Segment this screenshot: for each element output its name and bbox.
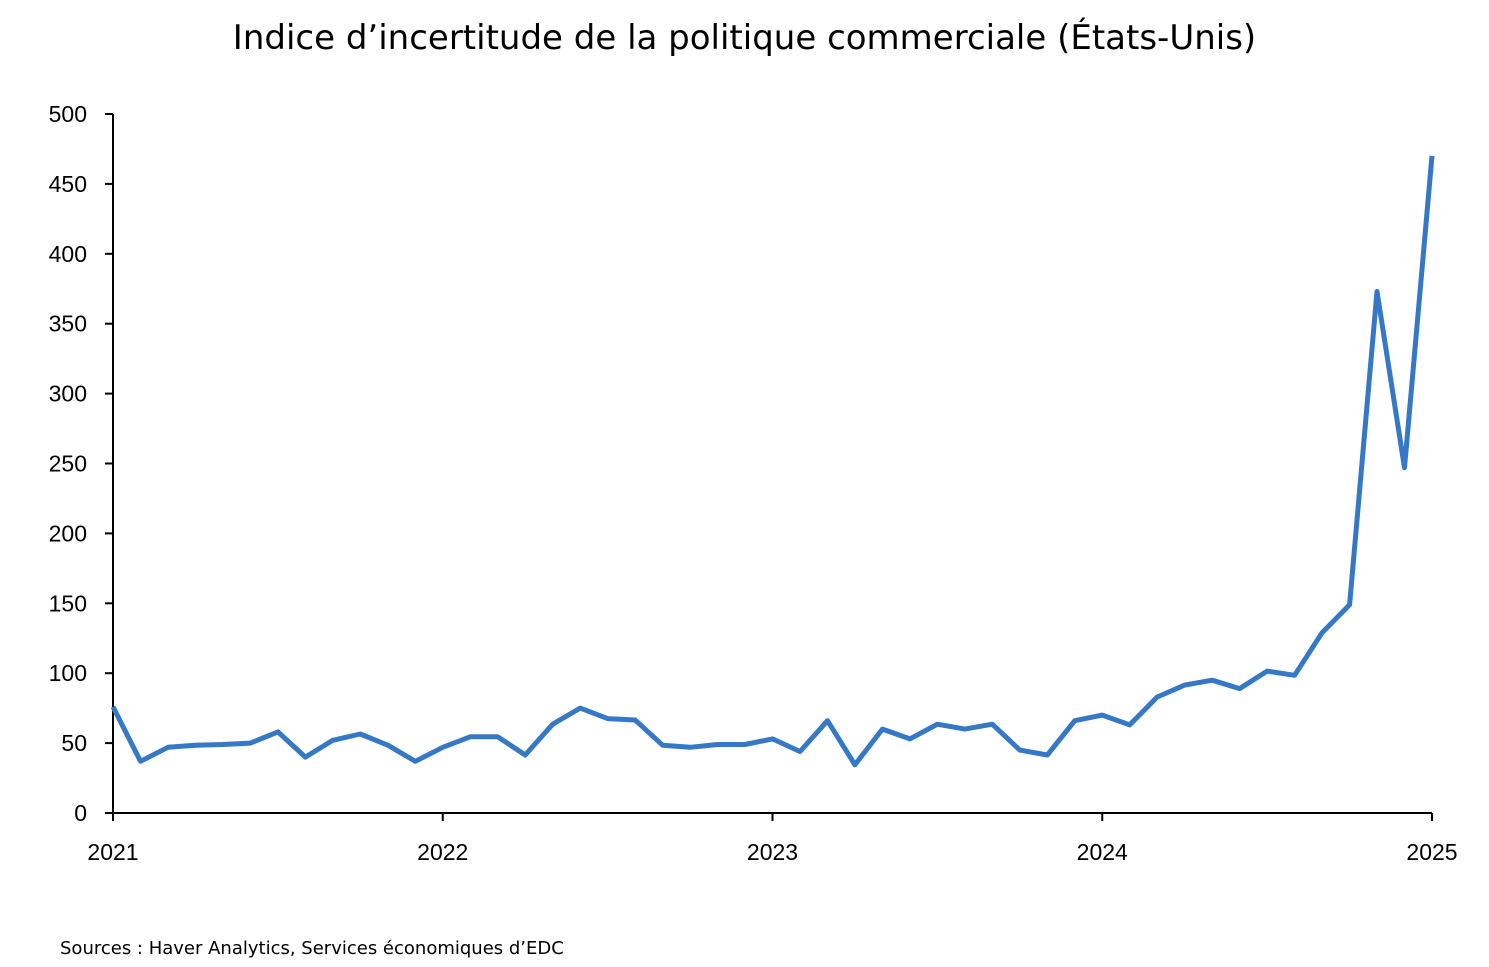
y-tick-label: 250 (49, 451, 87, 477)
data-point (1430, 153, 1435, 158)
data-point (248, 741, 253, 746)
chart-title: Indice d’incertitude de la politique com… (232, 18, 1257, 58)
data-point (1347, 602, 1352, 607)
x-axis: 2021 2022 2023 2024 2025 (87, 812, 1458, 865)
x-tick-label: 2024 (1077, 839, 1128, 865)
data-point (1237, 686, 1242, 691)
data-point (1210, 678, 1215, 683)
data-point (770, 736, 775, 741)
data-point (990, 722, 995, 727)
data-point (523, 752, 528, 757)
y-tick-label: 100 (49, 660, 87, 686)
data-point (578, 706, 583, 711)
data-point (1320, 630, 1325, 635)
data-point (688, 745, 693, 750)
data-point (1292, 673, 1297, 678)
series-group (110, 153, 1435, 768)
y-tick-label: 50 (61, 730, 87, 756)
data-point (605, 716, 610, 721)
data-point (660, 743, 665, 748)
data-point (330, 738, 335, 743)
data-point (715, 742, 720, 747)
data-point (165, 745, 170, 750)
data-point (220, 742, 225, 747)
data-point (358, 732, 363, 737)
y-tick-label: 350 (49, 311, 87, 337)
y-tick-label: 300 (49, 381, 87, 407)
y-tick-label: 500 (49, 101, 87, 127)
x-tick-label: 2025 (1406, 839, 1457, 865)
y-tick-label: 200 (49, 520, 87, 546)
source-note: Sources : Haver Analytics, Services écon… (60, 938, 564, 959)
x-tick-label: 2023 (747, 839, 798, 865)
data-point (825, 718, 830, 723)
data-point (743, 742, 748, 747)
data-point (303, 755, 308, 760)
data-point (111, 704, 116, 709)
x-tick-label: 2021 (87, 839, 138, 865)
data-point (797, 749, 802, 754)
data-point (1155, 694, 1160, 699)
data-point (962, 727, 967, 732)
data-point (193, 743, 198, 748)
data-point (413, 759, 418, 764)
y-tick-label: 450 (49, 171, 87, 197)
y-tick-label: 0 (74, 800, 87, 826)
data-point (550, 722, 555, 727)
y-tick-label: 150 (49, 590, 87, 616)
data-point (138, 759, 143, 764)
data-point (495, 734, 500, 739)
data-point (907, 736, 912, 741)
data-point (880, 727, 885, 732)
data-point (1045, 752, 1050, 757)
data-point (1072, 718, 1077, 723)
y-tick-label: 400 (49, 241, 87, 267)
data-point (1375, 289, 1380, 294)
data-point (1127, 722, 1132, 727)
data-point (935, 722, 940, 727)
data-point (275, 729, 280, 734)
data-point (852, 762, 857, 767)
data-point (1100, 713, 1105, 718)
series-line (110, 155, 1435, 768)
data-point (633, 718, 638, 723)
data-point (468, 734, 473, 739)
data-point (1265, 669, 1270, 674)
data-point (1402, 465, 1407, 470)
data-point (385, 743, 390, 748)
data-point (1017, 748, 1022, 753)
x-tick-label: 2022 (417, 839, 468, 865)
data-point (1182, 683, 1187, 688)
data-point (440, 745, 445, 750)
y-axis: 0 50 100 150 200 250 300 350 400 450 500 (49, 101, 114, 826)
